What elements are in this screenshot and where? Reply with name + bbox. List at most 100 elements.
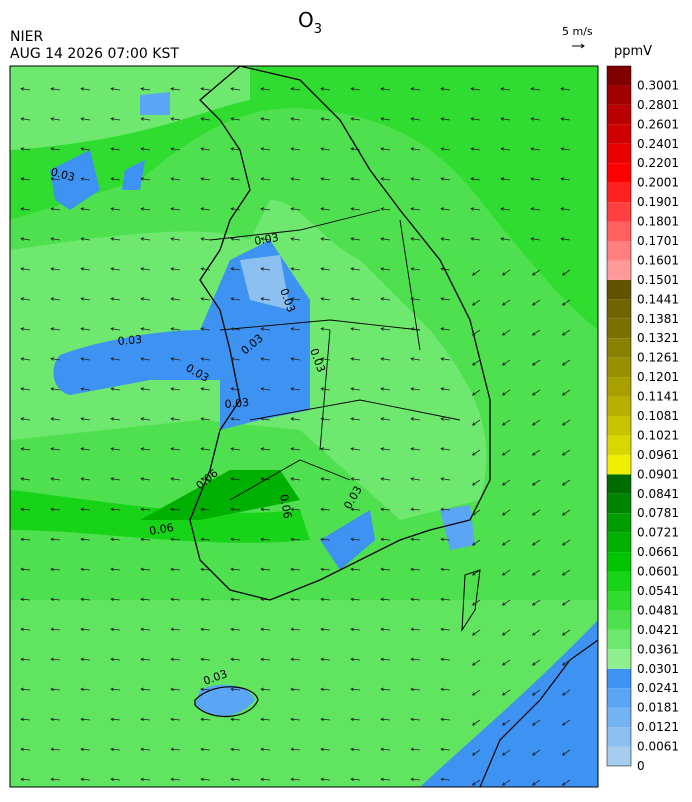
colorbar-label: 0.1901 xyxy=(637,195,679,209)
colorbar-cell xyxy=(607,143,631,164)
colorbar-cell xyxy=(607,629,631,650)
colorbar-label: 0.1381 xyxy=(637,312,679,326)
colorbar-cell xyxy=(607,688,631,708)
colorbar-cell xyxy=(607,85,631,105)
colorbar-cell xyxy=(607,182,631,203)
colorbar-cell xyxy=(607,221,631,241)
timestamp: AUG 14 2026 07:00 KST xyxy=(10,46,179,62)
colorbar-label: 0.0301 xyxy=(637,662,679,676)
colorbar-cell xyxy=(607,610,631,630)
colorbar-cell xyxy=(607,163,631,183)
contour-label: 0.03 xyxy=(253,231,279,248)
region xyxy=(10,66,598,330)
colorbar-label: 0.1441 xyxy=(637,292,679,306)
colorbar-label: 0.0421 xyxy=(637,623,679,637)
wind-arrows xyxy=(20,87,571,786)
colorbar-label: 0.0541 xyxy=(637,584,679,598)
colorbar-cell xyxy=(607,338,631,358)
coastline xyxy=(479,639,598,787)
colorbar-cell xyxy=(607,707,631,728)
colorbar-label: 0.0841 xyxy=(637,487,679,501)
region xyxy=(10,66,250,150)
colorbar-cell xyxy=(607,493,631,514)
agency: NIER xyxy=(10,29,43,45)
wind-scale-label: 5 m/s xyxy=(562,25,593,38)
map: 0.030.030.030.030.030.030.030.030.060.06… xyxy=(9,65,599,788)
colorbar-cell xyxy=(607,299,631,319)
colorbar-label: 0.0781 xyxy=(637,506,679,520)
colorbar-label: 0.2201 xyxy=(637,156,679,170)
colorbar-label: 0.2001 xyxy=(637,176,679,190)
colorbar-label: 0.1321 xyxy=(637,331,679,345)
colorbar-cell xyxy=(607,241,631,261)
colorbar-label: 0.3001 xyxy=(637,78,679,92)
colorbar-label: 0.0961 xyxy=(637,448,679,462)
colorbar-cell xyxy=(607,202,631,222)
coastline xyxy=(189,66,491,601)
colorbar-label: 0.0121 xyxy=(637,720,679,734)
region xyxy=(122,160,145,190)
contour-label: 0.06 xyxy=(277,493,294,519)
colorbar-cell xyxy=(607,746,631,766)
colorbar-cell xyxy=(607,591,631,611)
colorbar-cell xyxy=(607,396,631,416)
wind-scale-arrow xyxy=(572,43,585,49)
colorbar-label: 0.0901 xyxy=(637,467,679,481)
colorbar-frame xyxy=(606,65,632,767)
title-subscript: 3 xyxy=(314,22,322,37)
colorbar-cell xyxy=(607,416,631,436)
contour-label: 0.03 xyxy=(224,396,250,411)
title-main: O xyxy=(298,8,314,32)
colorbar-label: 0.0721 xyxy=(637,526,679,540)
region xyxy=(195,684,255,716)
colorbar-label: 0.1601 xyxy=(637,253,679,267)
wind-vectors xyxy=(20,87,571,786)
colorbar-cell xyxy=(607,532,631,553)
colorbar-cell xyxy=(607,260,631,280)
colorbar-label: 0.2801 xyxy=(637,98,679,112)
province-border xyxy=(209,209,461,501)
colorbar-label: 0.1021 xyxy=(637,428,679,442)
colorbar-label: 0.0601 xyxy=(637,565,679,579)
title: O3 xyxy=(298,8,322,37)
colorbar-label: 0.1081 xyxy=(637,409,679,423)
colorbar-cell xyxy=(607,513,631,533)
colorbar-cell xyxy=(607,727,631,747)
colorbar-label: 0.1501 xyxy=(637,273,679,287)
colorbar-cell xyxy=(607,435,631,455)
region xyxy=(420,620,598,787)
colorbar-label: 0.1801 xyxy=(637,215,679,229)
colorbar-label: 0.0181 xyxy=(637,701,679,715)
colorbar-cell xyxy=(607,377,631,397)
colorbar-cell xyxy=(607,454,631,475)
contour-label: 0.06 xyxy=(148,521,174,538)
colorbar-label: 0.1261 xyxy=(637,351,679,365)
map-frame xyxy=(9,65,599,788)
colorbar-cell xyxy=(607,104,631,125)
region xyxy=(240,255,290,310)
region xyxy=(50,150,100,210)
colorbar-label: 0.0361 xyxy=(637,642,679,656)
colorbar-label: 0.2601 xyxy=(637,117,679,131)
region xyxy=(140,92,170,115)
colorbar-cell xyxy=(607,552,631,572)
region xyxy=(440,505,475,550)
colorbar-cell xyxy=(607,571,631,591)
colorbar-cell xyxy=(607,124,631,144)
colorbar-label: 0.0061 xyxy=(637,740,679,754)
colorbar-cell xyxy=(607,66,631,86)
colorbar-label: 0.0661 xyxy=(637,545,679,559)
colorbar-label: 0.1701 xyxy=(637,234,679,248)
region xyxy=(10,600,598,787)
colorbar: 0 0.0061 0.0121 0.0181 0.0241 0.0301 0.0361 0.0… xyxy=(606,65,679,773)
island xyxy=(461,569,481,632)
colorbar-label: 0 xyxy=(637,759,645,773)
contour-label: 0.03 xyxy=(117,333,143,348)
island xyxy=(194,686,259,717)
colorbar-label: 0.0241 xyxy=(637,681,679,695)
region xyxy=(53,240,310,430)
colorbar-cell xyxy=(607,318,631,339)
colorbar-label: 0.1201 xyxy=(637,370,679,384)
